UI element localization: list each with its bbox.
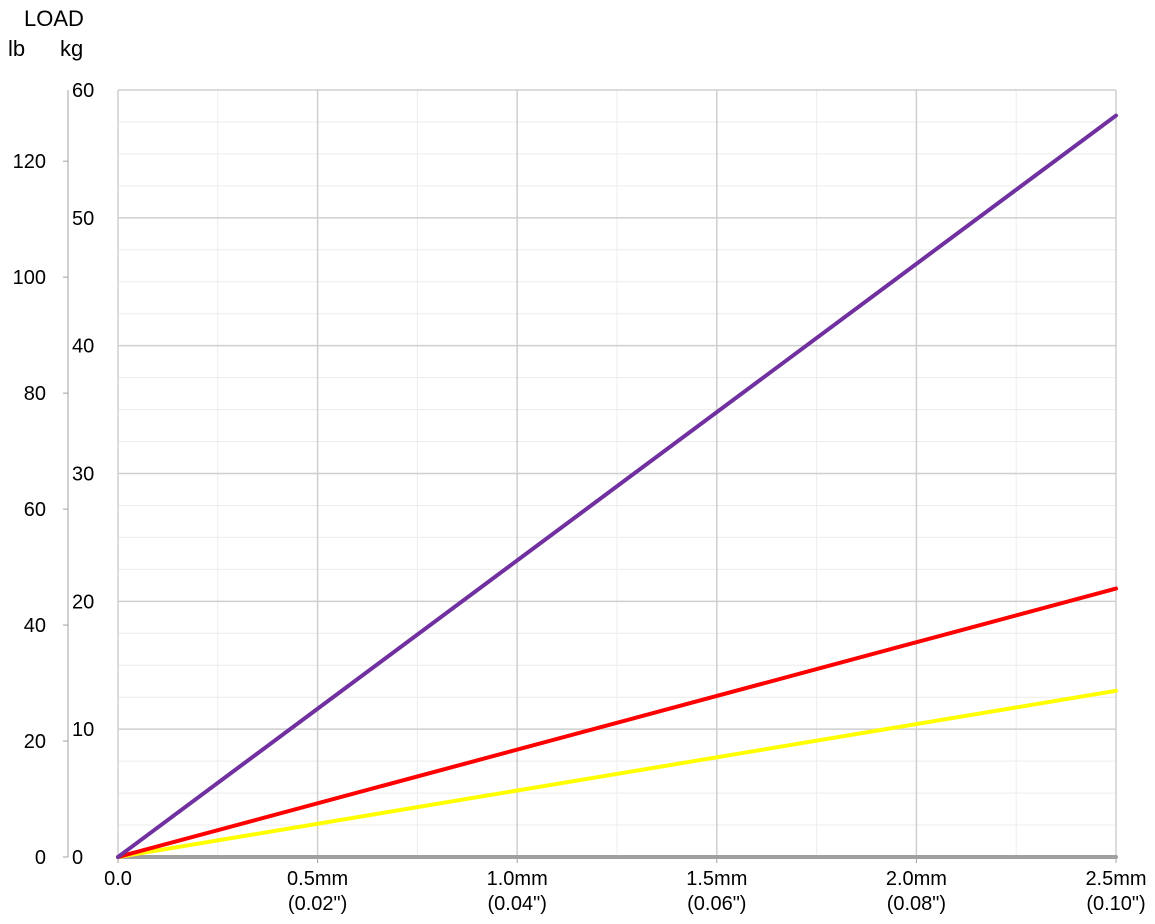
kg-tick-label: 60 — [72, 80, 94, 102]
lb-tick-label: 100 — [13, 267, 46, 289]
x-tick-label: 0.5mm — [287, 868, 348, 890]
x-tick-label: 2.0mm — [886, 868, 947, 890]
kg-tick-label: 40 — [72, 336, 94, 358]
x-tick-sublabel: (0.04") — [488, 893, 547, 915]
x-tick-label: 1.5mm — [686, 868, 747, 890]
x-tick-sublabel: (0.08") — [887, 893, 946, 915]
series-line — [116, 113, 1118, 859]
lb-tick-label: 20 — [24, 731, 46, 753]
x-tick-label: 0.0 — [104, 868, 132, 890]
kg-tick-label: 30 — [72, 464, 94, 486]
lb-tick-label: 80 — [24, 383, 46, 405]
right-axis-unit: kg — [60, 36, 84, 61]
series-line — [116, 586, 1118, 859]
series-line — [116, 688, 1118, 859]
lb-tick-label: 60 — [24, 499, 46, 521]
x-tick-sublabel: (0.10") — [1086, 893, 1145, 915]
kg-tick-label: 50 — [72, 208, 94, 230]
lb-tick-label: 120 — [13, 151, 46, 173]
left-axis-unit: lb — [8, 36, 26, 61]
x-tick-sublabel: (0.02") — [288, 893, 347, 915]
lb-tick-label: 0 — [35, 847, 46, 869]
x-tick-label: 2.5mm — [1085, 868, 1146, 890]
kg-tick-label: 0 — [72, 847, 83, 869]
kg-tick-label: 20 — [72, 591, 94, 613]
lb-tick-label: 40 — [24, 615, 46, 637]
chart-title: LOAD — [24, 6, 84, 31]
kg-tick-label: 10 — [72, 719, 94, 741]
x-tick-label: 1.0mm — [487, 868, 548, 890]
x-tick-sublabel: (0.06") — [687, 893, 746, 915]
